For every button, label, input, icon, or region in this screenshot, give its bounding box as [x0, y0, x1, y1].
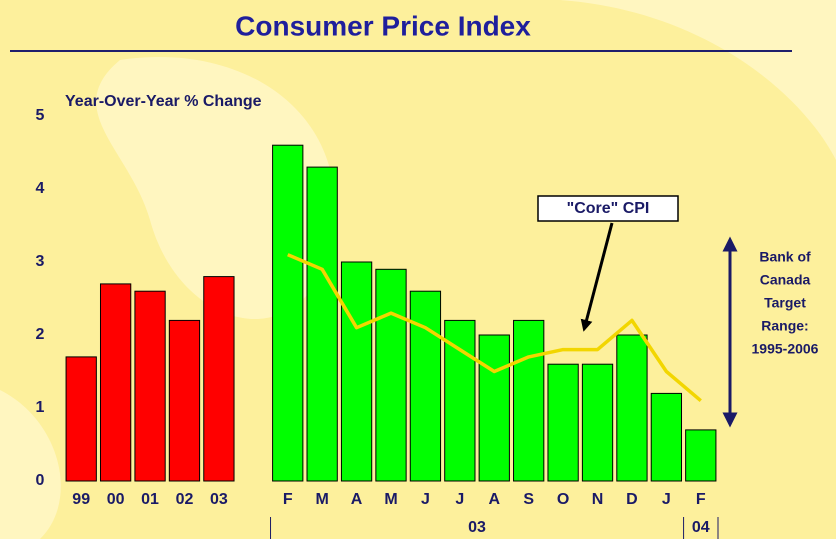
target-range-label: Canada — [760, 272, 811, 288]
x-tick-label: D — [626, 491, 638, 508]
bar — [272, 144, 304, 482]
target-range-label: Target — [764, 295, 806, 311]
bar — [168, 319, 201, 482]
x-tick-label: J — [662, 491, 671, 508]
x-tick-label: J — [455, 491, 464, 508]
x-tick-label: 02 — [176, 491, 194, 508]
target-range-label: Range: — [761, 318, 808, 334]
target-range-label: Bank of — [759, 249, 811, 265]
y-tick-label: 3 — [36, 253, 45, 270]
bar — [478, 334, 510, 482]
target-range-label: 1995-2006 — [752, 341, 819, 357]
callout-arrow — [580, 222, 614, 332]
x-tick-label: 03 — [210, 491, 228, 508]
y-tick-label: 2 — [36, 326, 45, 343]
chart-title: Consumer Price Index — [235, 10, 531, 41]
background-blob — [560, 0, 836, 160]
bar — [409, 290, 442, 482]
bar — [444, 319, 476, 482]
bar — [99, 283, 132, 482]
y-tick-label: 4 — [36, 180, 45, 197]
background-blob — [0, 390, 61, 539]
callout-label: "Core" CPI — [567, 200, 650, 217]
x-tick-label: 01 — [141, 491, 159, 508]
x-tick-label: J — [421, 491, 430, 508]
bar — [306, 166, 338, 482]
x-tick-label: A — [351, 491, 363, 508]
x-tick-label: F — [283, 491, 293, 508]
x-tick-label: S — [523, 491, 534, 508]
bar — [650, 392, 683, 482]
x-tick-label: M — [315, 491, 328, 508]
bar — [375, 268, 407, 482]
y-tick-label: 1 — [36, 399, 45, 416]
bar — [134, 290, 166, 482]
group-label: 04 — [692, 519, 710, 536]
x-tick-label: 00 — [107, 491, 125, 508]
core-cpi-line — [287, 253, 702, 403]
y-tick-label: 0 — [36, 472, 45, 489]
bar — [616, 334, 648, 482]
bar — [513, 319, 545, 482]
x-tick-label: M — [384, 491, 397, 508]
bar — [581, 363, 614, 482]
x-tick-label: 99 — [72, 491, 90, 508]
y-axis-label: Year-Over-Year % Change — [65, 93, 262, 110]
bar — [340, 261, 373, 482]
x-tick-label: N — [592, 491, 604, 508]
group-label: 03 — [468, 519, 486, 536]
bar — [203, 276, 235, 482]
x-tick-label: O — [557, 491, 569, 508]
bar — [65, 356, 97, 482]
y-tick-label: 5 — [36, 107, 45, 124]
callout-box — [537, 195, 679, 222]
bar — [685, 429, 717, 482]
x-tick-label: A — [488, 491, 500, 508]
bar — [547, 363, 579, 482]
x-tick-label: F — [696, 491, 706, 508]
